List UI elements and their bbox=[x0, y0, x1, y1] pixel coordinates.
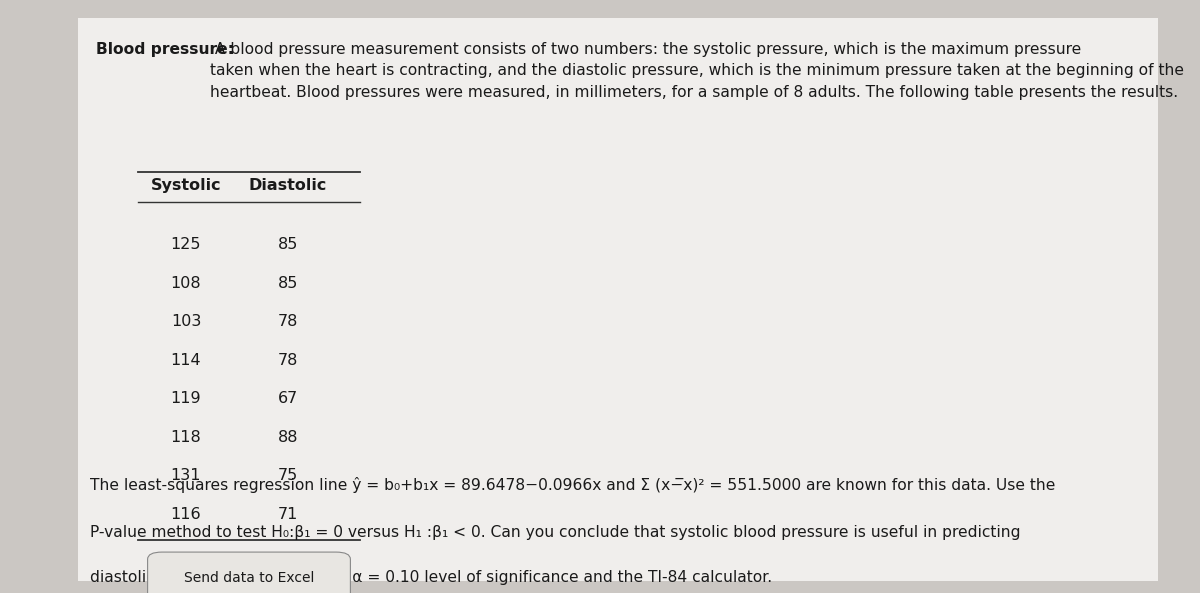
Text: 71: 71 bbox=[278, 507, 298, 522]
Text: Diastolic: Diastolic bbox=[248, 178, 328, 193]
Text: 114: 114 bbox=[170, 353, 202, 368]
FancyBboxPatch shape bbox=[148, 552, 350, 593]
Text: 131: 131 bbox=[170, 468, 202, 483]
Text: 119: 119 bbox=[170, 391, 202, 406]
Text: P-value method to test H₀:β₁ = 0 versus H₁ :β₁ < 0. Can you conclude that systol: P-value method to test H₀:β₁ = 0 versus … bbox=[90, 525, 1020, 540]
Text: A blood pressure measurement consists of two numbers: the systolic pressure, whi: A blood pressure measurement consists of… bbox=[210, 42, 1184, 100]
Text: 118: 118 bbox=[170, 430, 202, 445]
Text: 78: 78 bbox=[278, 353, 298, 368]
Text: 125: 125 bbox=[170, 237, 202, 252]
Text: 103: 103 bbox=[170, 314, 202, 329]
Text: 85: 85 bbox=[278, 237, 298, 252]
Text: 85: 85 bbox=[278, 276, 298, 291]
Text: 88: 88 bbox=[277, 430, 299, 445]
Text: 116: 116 bbox=[170, 507, 202, 522]
Text: Blood pressure:: Blood pressure: bbox=[96, 42, 234, 56]
Text: 108: 108 bbox=[170, 276, 202, 291]
Text: Systolic: Systolic bbox=[151, 178, 221, 193]
Text: The least-squares regression line ŷ = b₀+b₁x = 89.6478−0.0966x and Σ (x−̅x)² = 5: The least-squares regression line ŷ = b₀… bbox=[90, 477, 1055, 493]
Text: 78: 78 bbox=[278, 314, 298, 329]
Text: diastolic blood pressure? Use the α = 0.10 level of significance and the TI‑84 c: diastolic blood pressure? Use the α = 0.… bbox=[90, 570, 772, 585]
Text: 75: 75 bbox=[278, 468, 298, 483]
Text: Send data to Excel: Send data to Excel bbox=[184, 570, 314, 585]
Text: 67: 67 bbox=[278, 391, 298, 406]
FancyBboxPatch shape bbox=[78, 18, 1158, 581]
